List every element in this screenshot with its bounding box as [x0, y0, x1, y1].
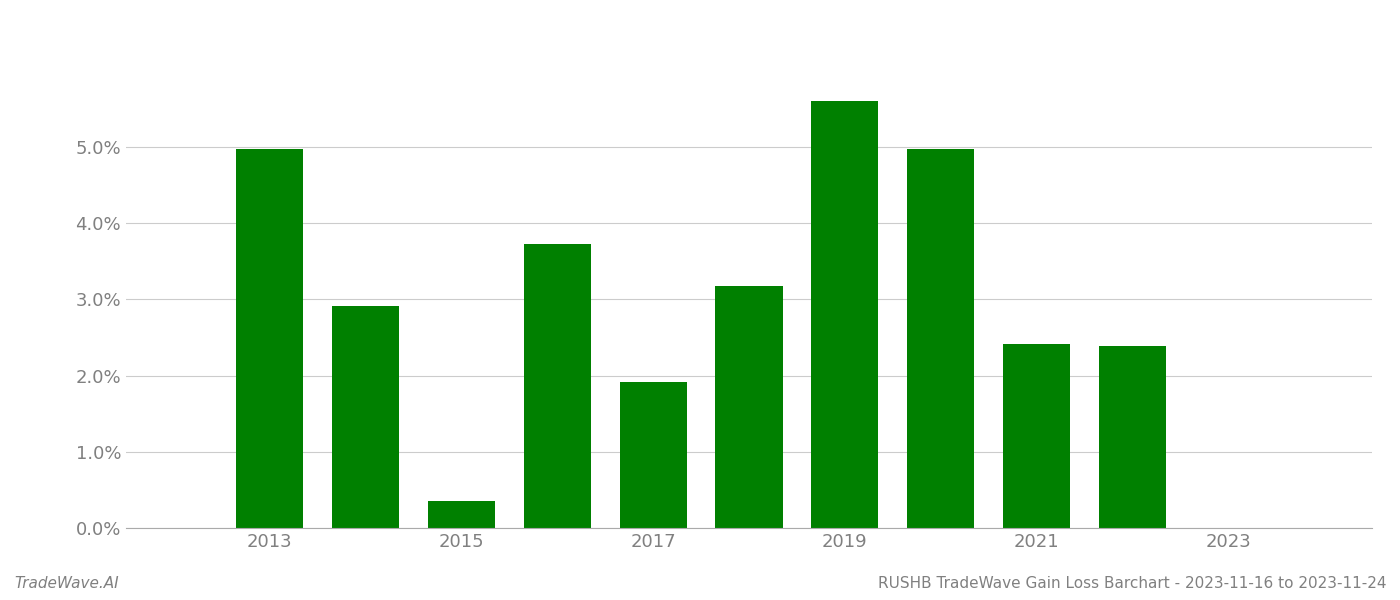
Bar — [1002, 344, 1070, 528]
Bar — [620, 382, 687, 528]
Bar — [907, 149, 974, 528]
Text: TradeWave.AI: TradeWave.AI — [14, 576, 119, 591]
Text: RUSHB TradeWave Gain Loss Barchart - 2023-11-16 to 2023-11-24: RUSHB TradeWave Gain Loss Barchart - 202… — [878, 576, 1386, 591]
Bar — [332, 306, 399, 528]
Bar — [237, 149, 304, 528]
Bar — [715, 286, 783, 528]
Bar — [1099, 346, 1166, 528]
Bar — [428, 502, 496, 528]
Bar — [812, 101, 878, 528]
Bar — [524, 244, 591, 528]
